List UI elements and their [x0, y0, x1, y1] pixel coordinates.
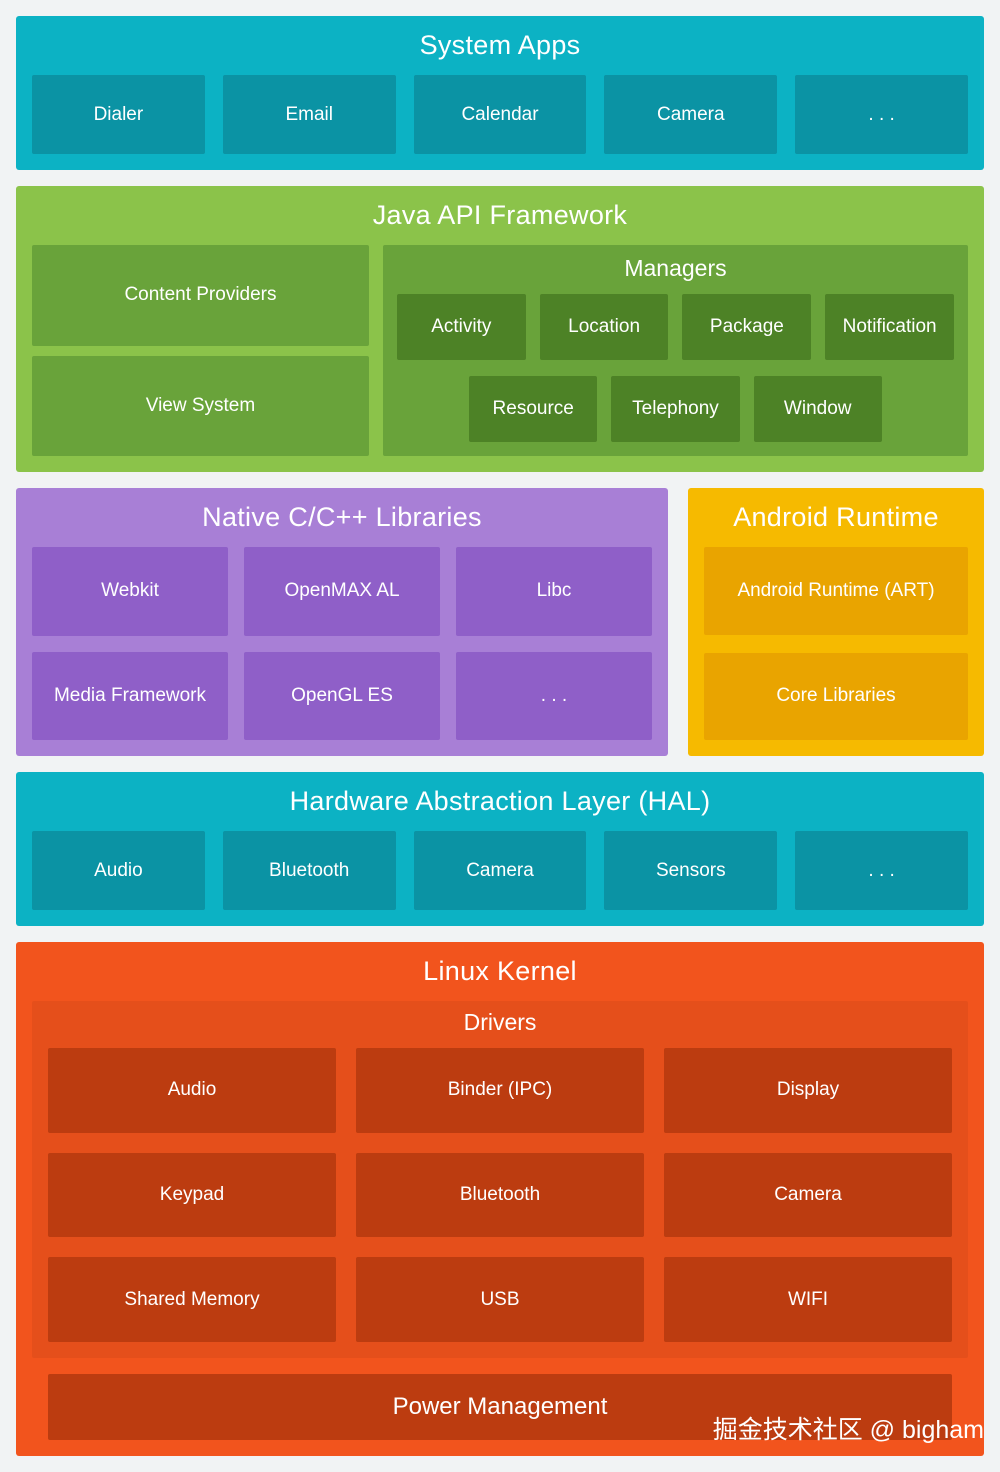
- system-app-camera: Camera: [604, 75, 778, 154]
- java-content-providers: Content Providers: [32, 245, 369, 346]
- system-apps-row: Dialer Email Calendar Camera . . .: [32, 75, 968, 154]
- system-app-email: Email: [222, 75, 396, 154]
- manager-notification: Notification: [825, 294, 955, 360]
- native-lib-webkit: Webkit: [32, 547, 228, 636]
- managers-panel: Managers Activity Location Package Notif…: [382, 245, 968, 456]
- runtime-art: Android Runtime (ART): [704, 547, 968, 635]
- android-runtime-title: Android Runtime: [733, 502, 939, 532]
- manager-telephony: Telephony: [611, 376, 740, 442]
- linux-kernel-title: Linux Kernel: [423, 956, 577, 986]
- system-app-dialer: Dialer: [32, 75, 205, 154]
- manager-location: Location: [539, 294, 669, 360]
- java-api-left-column: Content Providers View System: [32, 245, 369, 456]
- manager-package: Package: [682, 294, 812, 360]
- drivers-title: Drivers: [463, 1009, 537, 1035]
- managers-row-2: Resource Telephony Window: [397, 376, 954, 442]
- hal-camera: Camera: [413, 831, 587, 910]
- native-lib-libc: Libc: [456, 547, 652, 636]
- driver-display: Display: [664, 1048, 952, 1133]
- java-api-body: Content Providers View System Managers A…: [32, 245, 968, 456]
- driver-keypad: Keypad: [48, 1152, 336, 1238]
- driver-audio: Audio: [48, 1048, 336, 1133]
- driver-binder-ipc: Binder (IPC): [356, 1048, 644, 1133]
- manager-resource: Resource: [469, 376, 598, 442]
- driver-usb: USB: [356, 1257, 644, 1342]
- native-lib-opengl-es: OpenGL ES: [244, 651, 440, 740]
- managers-title: Managers: [624, 255, 727, 281]
- section-hal: Hardware Abstraction Layer (HAL) Audio B…: [16, 772, 984, 926]
- power-management: Power Management: [48, 1374, 952, 1440]
- section-native-libraries: Native C/C++ Libraries Webkit OpenMAX AL…: [16, 488, 668, 756]
- native-libs-title: Native C/C++ Libraries: [202, 502, 482, 532]
- drivers-grid: Audio Binder (IPC) Display Keypad Blueto…: [48, 1048, 952, 1342]
- native-libs-grid: Webkit OpenMAX AL Libc Media Framework O…: [32, 547, 652, 740]
- manager-window: Window: [753, 376, 882, 442]
- section-linux-kernel: Linux Kernel Drivers Audio Binder (IPC) …: [16, 942, 984, 1456]
- driver-bluetooth: Bluetooth: [356, 1152, 644, 1238]
- hal-row: Audio Bluetooth Camera Sensors . . .: [32, 831, 968, 910]
- manager-activity: Activity: [396, 294, 526, 360]
- hal-bluetooth: Bluetooth: [222, 831, 396, 910]
- java-view-system: View System: [32, 355, 369, 456]
- managers-row-1: Activity Location Package Notification: [396, 294, 955, 360]
- native-lib-openmax-al: OpenMAX AL: [244, 547, 440, 636]
- native-lib-ellipsis: . . .: [456, 651, 652, 740]
- native-lib-media-framework: Media Framework: [32, 651, 228, 740]
- section-java-api-framework: Java API Framework Content Providers Vie…: [16, 186, 984, 472]
- driver-wifi: WIFI: [664, 1257, 952, 1342]
- section-system-apps: System Apps Dialer Email Calendar Camera…: [16, 16, 984, 170]
- hal-ellipsis: . . .: [795, 831, 968, 910]
- section-android-runtime: Android Runtime Android Runtime (ART) Co…: [688, 488, 984, 756]
- hal-sensors: Sensors: [604, 831, 778, 910]
- driver-shared-memory: Shared Memory: [48, 1257, 336, 1342]
- system-app-ellipsis: . . .: [795, 75, 968, 154]
- drivers-panel: Drivers Audio Binder (IPC) Display Keypa…: [32, 1001, 968, 1358]
- watermark: 掘金技术社区 @ bigham: [712, 1416, 984, 1444]
- driver-camera: Camera: [664, 1152, 952, 1238]
- android-runtime-body: Android Runtime (ART) Core Libraries: [704, 547, 968, 740]
- hal-audio: Audio: [32, 831, 205, 910]
- system-app-calendar: Calendar: [413, 75, 587, 154]
- runtime-core-libraries: Core Libraries: [704, 652, 968, 740]
- java-api-title: Java API Framework: [372, 200, 628, 230]
- system-apps-title: System Apps: [419, 30, 581, 60]
- hal-title: Hardware Abstraction Layer (HAL): [289, 786, 711, 816]
- middle-row: Native C/C++ Libraries Webkit OpenMAX AL…: [16, 488, 984, 756]
